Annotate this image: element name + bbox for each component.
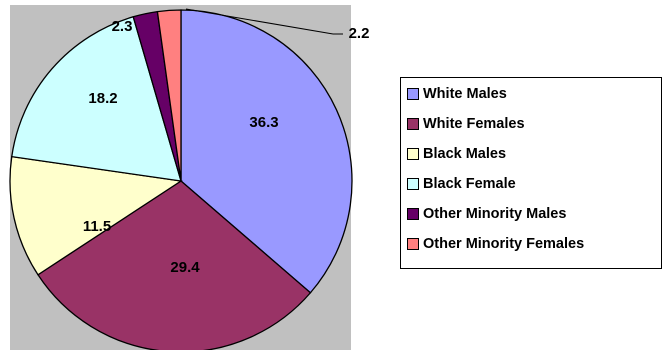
legend-label: Other Minority Females	[423, 236, 585, 252]
pie-slice-black-males	[9, 155, 183, 276]
data-label-white-females: 29.4	[170, 259, 200, 276]
legend-item: Other Minority Males	[407, 204, 566, 224]
legend-item: Black Female	[407, 174, 516, 194]
legend-item: White Males	[407, 84, 507, 104]
pie-slice-other-minority-females	[156, 9, 182, 182]
legend-label: Other Minority Males	[423, 206, 567, 222]
pie-slices	[9, 9, 353, 350]
legend-item: Other Minority Females	[407, 234, 584, 254]
legend-label: Black Males	[423, 146, 507, 162]
legend-swatch	[407, 88, 419, 100]
legend-swatch	[407, 178, 419, 190]
leader-line	[185, 8, 334, 35]
pie-slice-black-female	[11, 15, 182, 182]
pie-slice-white-males	[180, 9, 353, 294]
legend-label: Black Female	[423, 176, 516, 192]
data-label-black-female: 18.2	[88, 90, 117, 107]
legend-swatch	[407, 118, 419, 130]
legend-item: White Females	[407, 114, 525, 134]
data-label-other-minority-females: 2.2	[349, 25, 370, 42]
legend: White Males White Females Black Males Black…	[400, 77, 662, 269]
data-label-white-males: 36.3	[249, 114, 278, 131]
legend-swatch	[407, 148, 419, 160]
data-label-black-males: 11.5	[83, 218, 111, 235]
legend-label: White Males	[423, 86, 507, 102]
data-labels: 36.3 29.4 11.5 18.2 2.3 2.2	[83, 18, 370, 276]
legend-item: Black Males	[407, 144, 506, 164]
data-label-other-minority-males: 2.3	[112, 18, 133, 35]
legend-label: White Females	[423, 116, 525, 132]
legend-swatch	[407, 208, 419, 220]
pie-slice-white-females	[37, 180, 312, 350]
legend-swatch	[407, 238, 419, 250]
